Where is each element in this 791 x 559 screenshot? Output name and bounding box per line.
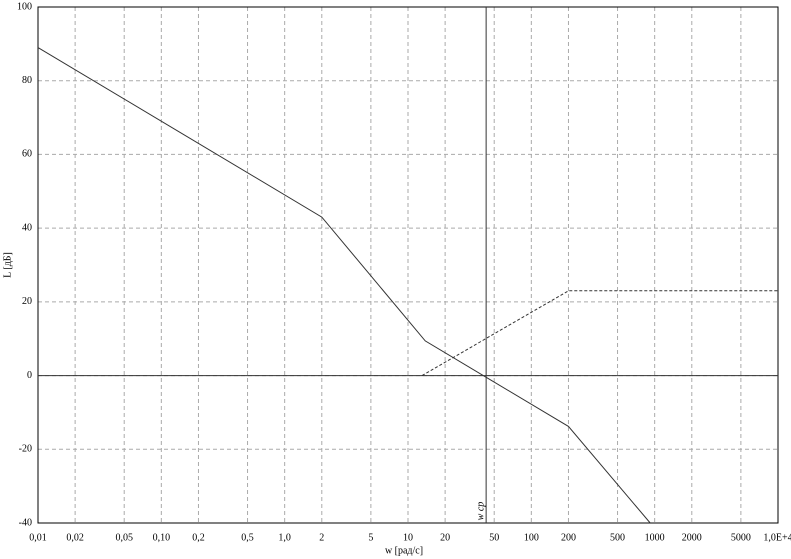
x-tick-label: 0,10 (153, 532, 171, 543)
y-tick-label: 40 (22, 222, 32, 233)
x-tick-label: 2 (319, 532, 324, 543)
series-line (421, 290, 778, 377)
x-tick-label: 50 (489, 532, 499, 543)
x-tick-label: 20 (440, 532, 450, 543)
y-axis-label: L [дБ] (2, 252, 13, 278)
y-tick-label: -20 (19, 444, 32, 455)
x-tick-label: 0,2 (192, 532, 205, 543)
x-tick-label: 500 (610, 532, 625, 543)
x-tick-label: 0,5 (241, 532, 254, 543)
x-tick-label: 1,0E+4 (763, 532, 791, 543)
x-tick-label: 0,05 (115, 532, 133, 543)
y-tick-label: 100 (17, 1, 32, 12)
y-tick-label: 0 (27, 370, 32, 381)
y-tick-label: 60 (22, 149, 32, 160)
y-tick-label: -40 (19, 517, 32, 528)
x-tick-label: 10 (403, 532, 413, 543)
x-tick-label: 5000 (731, 532, 751, 543)
x-tick-label: 1,0 (278, 532, 291, 543)
series-line (37, 47, 651, 524)
x-axis-label: w [рад/с] (385, 545, 423, 556)
x-tick-label: 200 (561, 532, 576, 543)
x-tick-label: 0,02 (66, 532, 84, 543)
x-tick-label: 1000 (645, 532, 665, 543)
x-tick-label: 2000 (682, 532, 702, 543)
y-tick-label: 20 (22, 296, 32, 307)
x-tick-label: 0,01 (29, 532, 47, 543)
x-tick-label: 100 (524, 532, 539, 543)
x-tick-label: 5 (368, 532, 373, 543)
y-tick-label: 80 (22, 75, 32, 86)
marker-label: w cp (475, 502, 486, 521)
plot-frame (37, 6, 779, 524)
